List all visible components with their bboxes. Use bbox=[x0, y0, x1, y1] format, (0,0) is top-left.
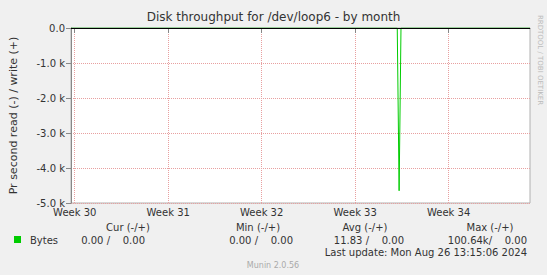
svg-text:0.00 / 0.00: 0.00 / 0.00 bbox=[229, 235, 293, 246]
svg-text:Cur (-/+): Cur (-/+) bbox=[106, 222, 150, 233]
svg-text:0.0: 0.0 bbox=[49, 23, 65, 34]
svg-text:Disk throughput for /dev/loop6: Disk throughput for /dev/loop6 - by mont… bbox=[147, 10, 401, 24]
svg-text:Min (-/+): Min (-/+) bbox=[236, 222, 280, 233]
svg-text:0.00 / 0.00: 0.00 / 0.00 bbox=[81, 235, 145, 246]
svg-text:Avg (-/+): Avg (-/+) bbox=[343, 222, 388, 233]
svg-text:Last update: Mon Aug 26 13:15:: Last update: Mon Aug 26 13:15:06 2024 bbox=[325, 247, 527, 258]
svg-text:Max (-/+): Max (-/+) bbox=[466, 222, 513, 233]
svg-text:Week 31: Week 31 bbox=[147, 207, 190, 218]
svg-text:-5.0 k: -5.0 k bbox=[36, 197, 65, 209]
svg-text:100.64k/ 0.00: 100.64k/ 0.00 bbox=[448, 235, 527, 246]
svg-text:Bytes: Bytes bbox=[30, 235, 58, 246]
svg-text:RRDTOOL / TOBI OETIKER: RRDTOOL / TOBI OETIKER bbox=[536, 15, 544, 105]
svg-text:-3.0 k: -3.0 k bbox=[37, 128, 66, 139]
svg-text:-4.0 k: -4.0 k bbox=[37, 163, 66, 174]
svg-text:Munin 2.0.56: Munin 2.0.56 bbox=[247, 261, 299, 270]
svg-text:-1.0 k: -1.0 k bbox=[37, 58, 66, 69]
svg-text:Week 33: Week 33 bbox=[334, 207, 377, 218]
svg-text:-2.0 k: -2.0 k bbox=[37, 93, 66, 104]
svg-text:Pr second read (-) / write (+): Pr second read (-) / write (+) bbox=[7, 37, 20, 195]
svg-text:Week 30: Week 30 bbox=[53, 207, 96, 218]
svg-text:Week 34: Week 34 bbox=[427, 207, 470, 218]
svg-text:Week 32: Week 32 bbox=[240, 207, 283, 218]
svg-text:11.83 / 0.00: 11.83 / 0.00 bbox=[334, 235, 404, 246]
